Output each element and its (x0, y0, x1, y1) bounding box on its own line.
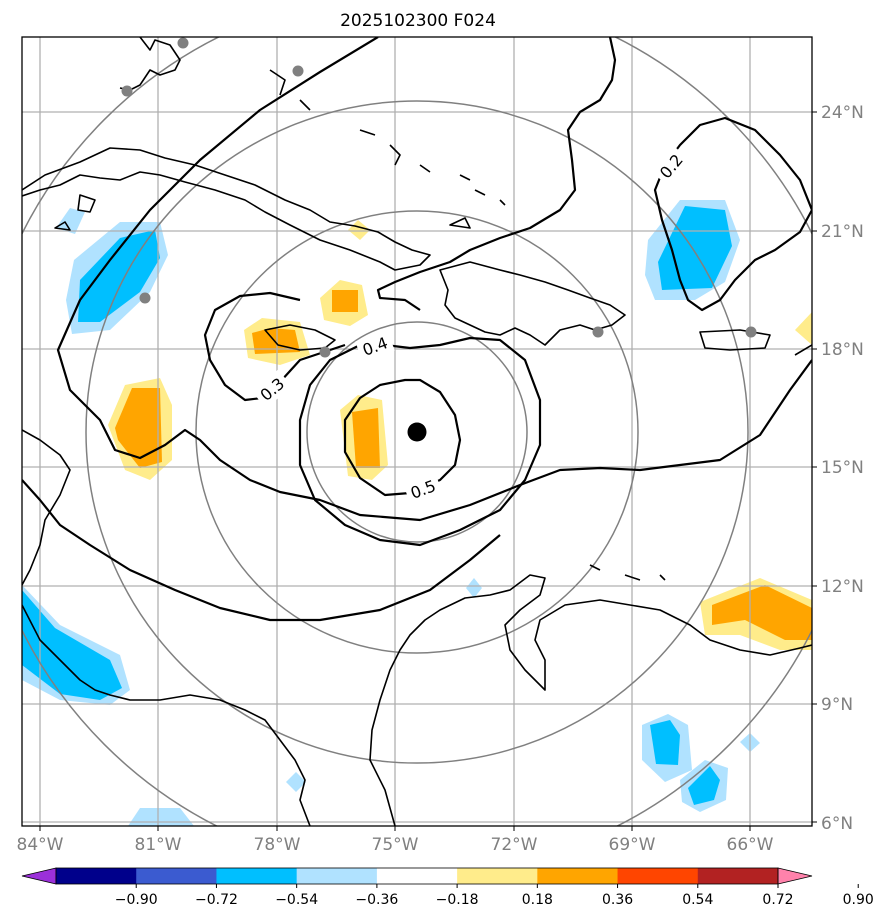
x-tick-label: 78°W (254, 835, 301, 855)
coast-cuba (22, 147, 431, 271)
contours (22, 37, 812, 622)
colorbar-swatch (537, 868, 619, 884)
colorbar-swatch (617, 868, 699, 884)
coast-jamaica (264, 324, 336, 351)
station-marker (745, 326, 757, 338)
shade-yellow-area (795, 312, 812, 345)
contour-0.2 (56, 37, 812, 522)
colorbar-swatch (136, 868, 217, 884)
coast-south-america (369, 574, 812, 826)
station-marker (292, 65, 304, 77)
shade-light-blue-area (286, 772, 306, 792)
contour-0.2-sw (22, 479, 501, 622)
y-tick-label: 21°N (821, 222, 864, 242)
y-tick-label: 15°N (821, 458, 864, 478)
y-tick-label: 12°N (821, 577, 864, 597)
map-area: 0.2 0.3 0.4 0.5 (22, 37, 812, 826)
x-tick-label: 81°W (135, 835, 182, 855)
x-tick-label: 84°W (17, 835, 64, 855)
colorbar-over-arrow (777, 867, 813, 885)
colorbar-swatches (21, 867, 813, 885)
colorbar-swatch (296, 868, 378, 884)
range-rings (22, 37, 812, 826)
map-title: 2025102300 F024 (340, 11, 496, 31)
shade-blue-area (650, 720, 680, 765)
coast-misc (54, 194, 96, 231)
station-marker (177, 37, 189, 49)
contour-0.2-coast (376, 37, 617, 311)
x-axis-ticks: 84°W 81°W 78°W 75°W 72°W 69°W 66°W (17, 826, 774, 855)
contour-0.3 (203, 291, 346, 402)
x-tick-label: 75°W (372, 835, 419, 855)
shade-orange-area (332, 290, 358, 312)
colorbar-swatch (56, 868, 137, 884)
colorbar-tick-label: −0.90 (115, 892, 158, 908)
y-tick-label: 18°N (821, 340, 864, 360)
shade-orange-area (352, 408, 380, 468)
colorbar-tick-label: 0.72 (762, 892, 793, 908)
station-marker (319, 346, 331, 358)
colorbar-tick-label: 0.18 (522, 892, 553, 908)
map-frame (21, 36, 813, 827)
station-marker (592, 326, 604, 338)
colorbar-tick-label: −0.72 (195, 892, 238, 908)
colorbar-swatch (216, 868, 298, 884)
shade-orange-area (252, 328, 300, 354)
station-marker (139, 292, 151, 304)
shade-blue-area (22, 590, 122, 700)
colorbar-tick-label: −0.18 (436, 892, 479, 908)
graticule (22, 37, 812, 826)
colorbar-tick-label: −0.54 (275, 892, 318, 908)
coast-florida (119, 37, 181, 91)
colorbar-tick-label: 0.90 (843, 892, 874, 908)
contour-0.4 (298, 336, 542, 547)
shade-orange-area (712, 585, 812, 640)
y-tick-label: 9°N (821, 695, 853, 715)
y-tick-label: 24°N (821, 103, 864, 123)
shade-blue-area (688, 766, 720, 805)
x-tick-label: 66°W (727, 835, 774, 855)
colorbar-tick-label: 0.54 (682, 892, 713, 908)
coast-puerto-rico (699, 329, 771, 351)
shade-light-blue-area (466, 578, 482, 598)
colorbar-swatch (697, 868, 779, 884)
coast-islands-bahamas (269, 69, 506, 229)
x-tick-label: 69°W (609, 835, 656, 855)
y-axis-ticks: 24°N 21°N 18°N 15°N 12°N 9°N 6°N (812, 103, 864, 834)
coast-hispaniola (439, 261, 626, 346)
colorbar-tick-labels: −0.90 −0.72 −0.54 −0.36 −0.18 0.18 0.36 0.54 0.7… (115, 892, 874, 908)
x-tick-label: 72°W (491, 835, 538, 855)
colorbar-tick-label: −0.36 (355, 892, 398, 908)
colorbar: −0.90 −0.72 −0.54 −0.36 −0.18 0.18 0.36 0.54 0.7… (21, 867, 874, 908)
coast-central-america (22, 429, 311, 826)
colorbar-under-arrow (21, 867, 57, 885)
y-tick-label: 6°N (821, 814, 853, 834)
contour-0.2-ne (653, 116, 812, 312)
storm-center-marker (407, 422, 427, 442)
station-marker (121, 85, 133, 97)
colorbar-tick-label: 0.36 (602, 892, 633, 908)
station-markers (121, 37, 757, 358)
shade-orange-area (115, 388, 162, 468)
shade-blue-area (78, 230, 160, 322)
colorbar-ticks (135, 884, 859, 888)
coastlines (22, 37, 812, 826)
colorbar-swatch (376, 868, 458, 884)
colorbar-swatch (457, 868, 538, 884)
coast-lesser-antilles (589, 344, 812, 581)
shade-light-blue-area (56, 208, 85, 234)
